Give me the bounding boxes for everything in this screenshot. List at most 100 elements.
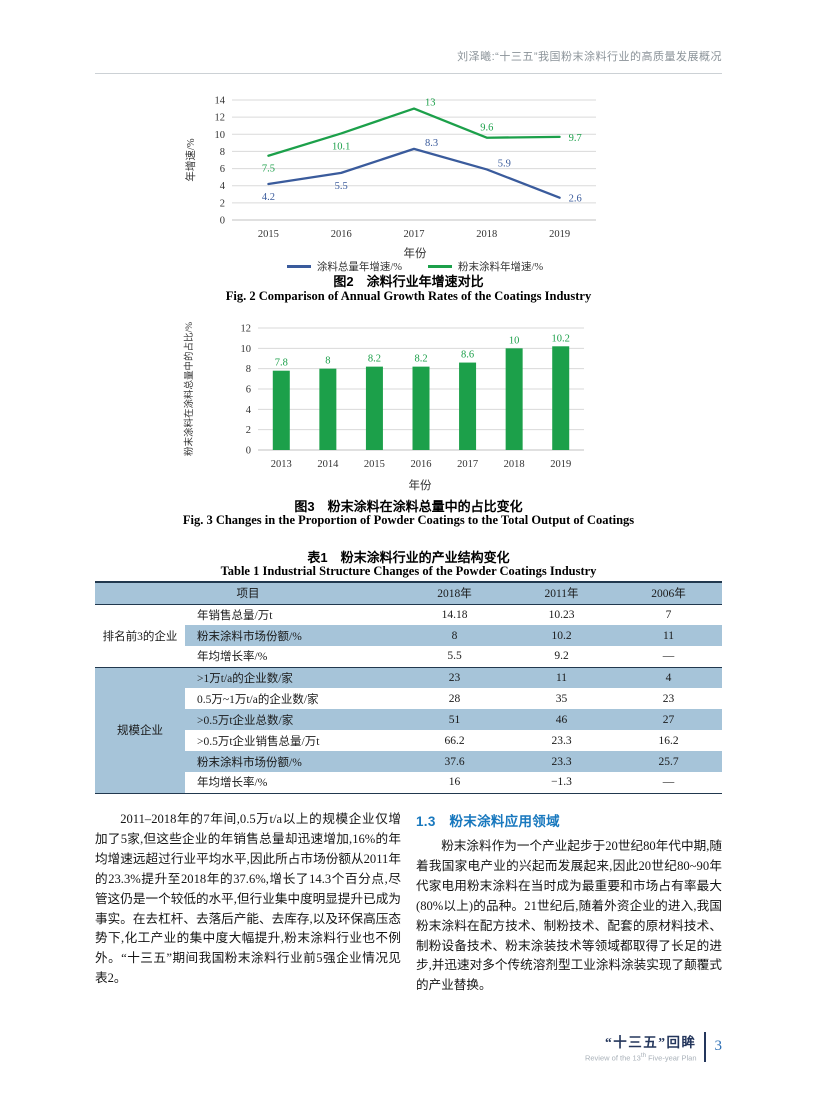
legend-label-powder-coatings: 粉末涂料年增速/% xyxy=(458,262,544,273)
table-header-year: 2018年 xyxy=(401,582,508,605)
right-paragraph: 粉末涂料作为一个产业起步于20世纪80年代中期,随着我国家电产业的兴起而发展起来… xyxy=(416,839,722,993)
table-row: 粉末涂料市场份额/% 37.6 23.3 25.7 xyxy=(95,751,722,772)
footer-title-zh: “十三五”回眸 xyxy=(605,1035,697,1050)
y-tick-label: 10 xyxy=(215,130,226,141)
legend-swatch-green-line xyxy=(428,265,452,268)
value-cell: 14.18 xyxy=(441,608,468,621)
data-series-line xyxy=(267,107,561,157)
y-axis-title: 年增速/% xyxy=(184,138,197,181)
table-row: 规模企业 >1万t/a的企业数/家 23 11 4 xyxy=(95,667,722,794)
bar-value-label: 7.8 xyxy=(275,358,288,369)
value-cell: 66.2 xyxy=(444,734,465,747)
structure-table: 项目 2018年 2011年 2006年 排名前3的企业 年销售总量/万t 14.18 10.… xyxy=(95,581,722,794)
y-tick-label: 8 xyxy=(220,147,225,158)
table1-title-zh: 表1 粉末涂料行业的产业结构变化 xyxy=(307,550,510,565)
footer-title-en: Review of the 13th Five-year Plan xyxy=(585,1052,697,1063)
bar-value-label: 8.2 xyxy=(414,354,427,365)
x-tick-label: 2019 xyxy=(549,229,570,240)
x-tick-label: 2017 xyxy=(404,229,425,240)
data-point-label: 7.5 xyxy=(262,164,275,175)
body-column-right: 1.3 粉末涂料应用领域 粉末涂料作为一个产业起步于20世纪80年代中期,随着我… xyxy=(416,810,722,996)
data-point-label: 8.3 xyxy=(425,138,438,149)
y-tick-label: 4 xyxy=(220,181,226,192)
footer-titles: “十三五”回眸 Review of the 13th Five-year Pla… xyxy=(585,1031,697,1063)
group-label-cell: 排名前3的企业 xyxy=(95,604,185,668)
x-tick-label: 2016 xyxy=(331,229,352,240)
table-row: 年均增长率/% 5.5 9.2— xyxy=(95,646,722,668)
y-tick-label: 12 xyxy=(241,324,252,335)
data-point-label: 9.6 xyxy=(480,123,493,134)
x-tick-label: 2013 xyxy=(271,459,292,470)
y-axis-title: 粉末涂料在涂料总量中的占比/% xyxy=(183,322,195,456)
bar-value-label: 8.2 xyxy=(368,354,381,365)
figure2-legend: 涂料总量年增速/% 粉末涂料年增速/% xyxy=(180,259,600,274)
group-label-cell: 规模企业 xyxy=(95,667,185,794)
value-cell: 10.2 xyxy=(508,625,615,646)
figure3-caption-zh: 图3 粉末涂料在涂料总量中的占比变化 xyxy=(294,499,523,514)
data-bar xyxy=(319,368,337,450)
section-heading-1-3: 1.3 粉末涂料应用领域 xyxy=(416,814,560,829)
x-tick-label: 2015 xyxy=(364,459,385,470)
value-cell: 46 xyxy=(508,709,615,730)
footer-en-sup: th xyxy=(640,1052,647,1059)
data-bar xyxy=(272,370,290,450)
item-cell: >0.5万t企业销售总量/万t xyxy=(197,735,320,748)
item-cell: 粉末涂料市场份额/% xyxy=(185,625,401,646)
value-cell: 5.5 xyxy=(401,646,508,668)
table-header-row: 项目 2018年 2011年 2006年 xyxy=(95,582,722,605)
line-chart-svg: 0 2 4 6 8 10 12 14 年增速/% 2015 2016 2017 2018 2019 4.2 5… xyxy=(184,96,596,240)
y-tick-label: 6 xyxy=(220,164,225,175)
x-tick-label: 2018 xyxy=(476,229,497,240)
value-cell: 27 xyxy=(615,709,722,730)
figure3-caption-en: Fig. 3 Changes in the Proportion of Powd… xyxy=(182,513,635,527)
value-cell: 11 xyxy=(508,667,615,688)
value-cell: 23 xyxy=(401,667,508,688)
value-cell: −1.3 xyxy=(508,772,615,794)
item-cell: >0.5万t企业总数/家 xyxy=(185,709,401,730)
table-row: >0.5万t企业总数/家 51 46 27 xyxy=(95,709,722,730)
table1-container: 项目 2018年 2011年 2006年 排名前3的企业 年销售总量/万t 14.18 10.… xyxy=(95,581,722,794)
figure3-xaxis-title: 年份 xyxy=(408,480,432,492)
value-cell: 4 xyxy=(615,667,722,688)
y-tick-label: 6 xyxy=(246,385,251,396)
value-cell: 7 xyxy=(665,608,672,621)
running-header: 刘泽曦:“十三五”我国粉末涂料行业的高质量发展概况 xyxy=(95,48,722,74)
page-footer: “十三五”回眸 Review of the 13th Five-year Pla… xyxy=(585,1031,722,1063)
figure2-caption-en: Fig. 2 Comparison of Annual Growth Rates… xyxy=(225,289,592,303)
legend-label-total-coatings: 涂料总量年增速/% xyxy=(316,262,402,273)
legend-item-total-coatings: 涂料总量年增速/% xyxy=(286,259,402,274)
figure2-line-chart: 0 2 4 6 8 10 12 14 年增速/% 2015 2016 2017 2018 2019 4.2 5… xyxy=(180,92,600,244)
item-cell: 0.5万~1万t/a的企业数/家 xyxy=(197,693,319,706)
y-tick-label: 12 xyxy=(215,113,226,124)
data-point-label: 5.5 xyxy=(335,181,348,192)
figure2-caption-zh: 图2 涂料行业年增速对比 xyxy=(333,274,484,289)
value-cell: 16.2 xyxy=(658,734,679,747)
figure2-xaxis-title: 年份 xyxy=(403,248,427,260)
legend-swatch-blue-line xyxy=(286,265,311,268)
x-tick-label: 2017 xyxy=(457,459,478,470)
value-cell: 16 xyxy=(401,772,508,794)
value-cell: 23 xyxy=(662,692,675,705)
table1-title-en: Table 1 Industrial Structure Changes of … xyxy=(220,564,597,578)
y-tick-label: 8 xyxy=(246,364,251,375)
data-point-label: 9.7 xyxy=(569,133,582,144)
data-point-label: 10.1 xyxy=(332,141,350,152)
value-cell: 8 xyxy=(401,625,508,646)
table-header-year: 2006年 xyxy=(615,582,722,605)
x-tick-label: 2019 xyxy=(550,459,571,470)
figure3-bar-chart: 0 2 4 6 8 10 12 粉末涂料在涂料总量中的占比/% 2013 7.8 2014 8 2015… xyxy=(180,310,600,482)
footer-en-prefix: Review of the 13 xyxy=(584,1053,641,1063)
data-bar xyxy=(412,366,430,450)
data-bar xyxy=(365,366,383,450)
value-cell: 35 xyxy=(555,692,568,705)
item-cell: 粉末涂料市场份额/% xyxy=(185,751,401,772)
value-cell: — xyxy=(615,646,722,668)
data-point-label: 2.6 xyxy=(569,194,582,205)
data-point-label: 13 xyxy=(425,98,436,109)
bar-value-label: 8.6 xyxy=(461,350,474,361)
value-cell: 51 xyxy=(401,709,508,730)
item-cell: 年销售总量/万t xyxy=(197,609,273,622)
data-point-label: 5.9 xyxy=(498,158,511,169)
body-column-left: 2011–2018年的7年间,0.5万t/a以上的规模企业仅增加了5家,但这些企… xyxy=(95,810,401,989)
